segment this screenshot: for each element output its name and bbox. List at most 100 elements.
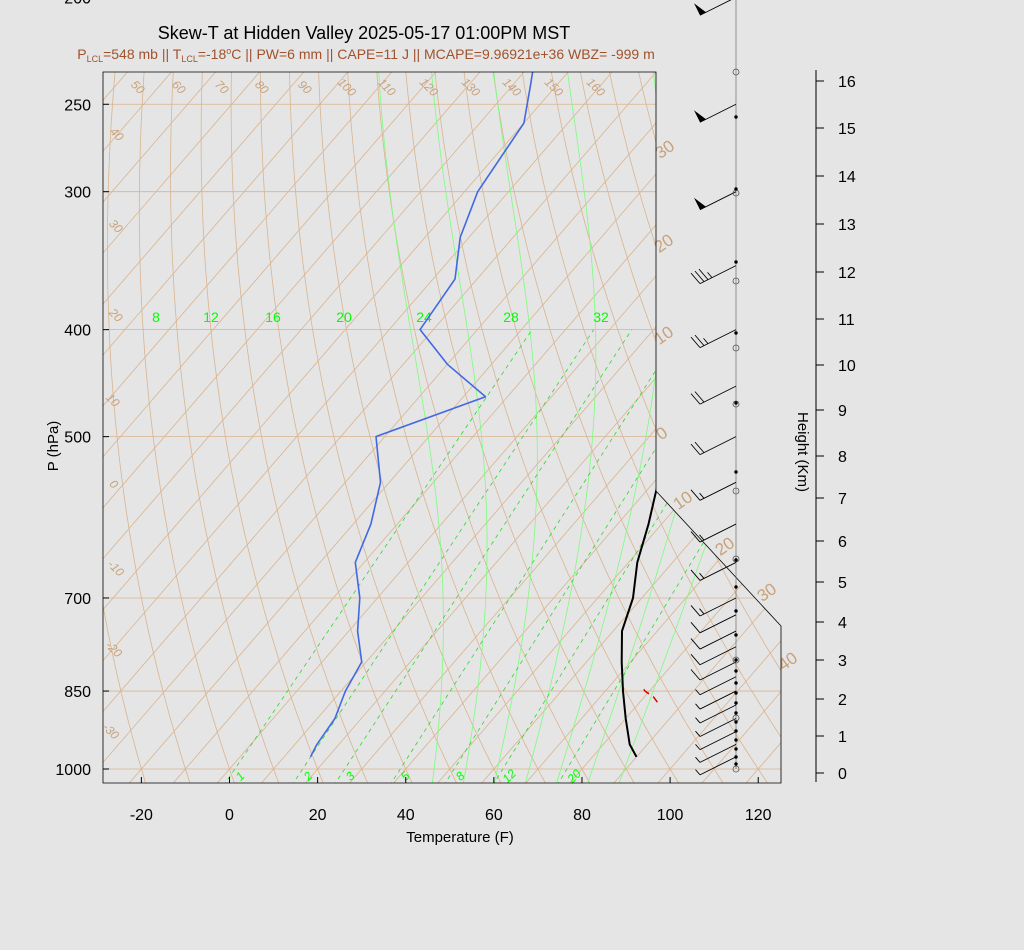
wind-level-dot: [734, 331, 738, 335]
wind-level-dot: [734, 729, 738, 733]
mixing-ratio-line: [439, 329, 731, 783]
wind-barb-staff: [699, 329, 737, 349]
wind-level-dot: [734, 681, 738, 685]
height-tick-label: 16: [838, 74, 856, 91]
height-tick-label: 9: [838, 403, 847, 420]
dewpoint-line: [309, 72, 701, 758]
wind-barb: [690, 646, 737, 666]
wind-level-dot: [734, 691, 738, 695]
wind-barb: [695, 744, 737, 763]
moist-adiabat-label: 20: [336, 309, 352, 325]
moist-adiabat-label: 24: [416, 309, 432, 325]
wind-barb-feather: [690, 622, 701, 634]
isotherm-line: [103, 72, 745, 783]
wind-calm-circle: [732, 400, 740, 408]
dry-adiabat-line: [170, 72, 283, 783]
moist-adiabat-label: 28: [503, 309, 519, 325]
dry-adiabat-line: [230, 72, 373, 783]
isotherm-line: [958, 0, 1024, 792]
height-tick-label: 14: [838, 169, 856, 186]
wind-barb-feather: [690, 531, 701, 543]
wind-calm-circle: [732, 68, 740, 76]
y-axis-label: P (hPa): [45, 421, 62, 472]
wind-barb-staff: [699, 704, 737, 724]
wind-barb-staff: [699, 756, 737, 776]
wind-barb-staff: [699, 630, 737, 650]
height-tick-label: 8: [838, 449, 847, 466]
wind-barb-half-feather: [699, 534, 705, 541]
wind-barb: [695, 676, 737, 696]
mixing-ratio-line: [384, 329, 683, 783]
wind-barb-staff: [699, 481, 737, 501]
x-tick-label: 0: [225, 807, 234, 824]
isotherm-line: [826, 0, 1024, 792]
wind-barb-half-feather: [703, 338, 709, 344]
wind-barb-staff: [699, 0, 732, 16]
wind-barbs: [690, 0, 740, 776]
wind-calm-circle: [732, 656, 740, 664]
y-tick-label: 700: [64, 591, 91, 608]
wind-level-dot: [734, 711, 738, 715]
isotherm-line: [561, 72, 781, 783]
dry-adiabat-line: [802, 0, 1024, 792]
isotherm-line: [103, 72, 781, 783]
isotherm-line: [103, 72, 781, 783]
axes: -20 0 20 40 60 80 100 120 1000 850 700 500 400 300 250…: [55, 0, 782, 824]
wind-barb-staff: [699, 614, 737, 634]
dry-adiabat-line: [0, 0, 94, 792]
chart-title: Skew-T at Hidden Valley 2025-05-17 01:00…: [158, 23, 571, 43]
wind-level-dot: [734, 585, 738, 589]
x-tick-label: -20: [130, 807, 153, 824]
wind-barb-half-feather: [695, 703, 701, 710]
dry-adiabat-line: [371, 72, 596, 783]
height-tick-label: 1: [838, 729, 847, 746]
isotherm-line: [473, 72, 781, 783]
x-tick-label: 120: [745, 807, 772, 824]
chart-subtitle: PLCL=548 mb || TLCL=-18oC || PW=6 mm || …: [77, 46, 655, 64]
moist-adiabat-line: [522, 72, 597, 783]
isotherm-line: [103, 72, 781, 783]
height-tick-label: 15: [838, 121, 856, 138]
isotherm-line: [120, 72, 781, 783]
height-tick-label: 6: [838, 534, 847, 551]
height-tick-label: 4: [838, 615, 847, 632]
isotherm-line: [103, 72, 781, 783]
dry-adiabat-line: [0, 0, 71, 792]
wind-barb-feather: [690, 336, 701, 348]
wind-barb: [690, 661, 737, 681]
dry-adiabat-line: [0, 0, 3, 792]
dry-adiabat-line: [755, 72, 781, 783]
dry-adiabat-line: [200, 72, 328, 783]
dry-adiabat-line: [103, 72, 118, 783]
height-tick-label: 5: [838, 575, 847, 592]
wind-barb: [690, 614, 737, 634]
moist-adiabat-label: 32: [593, 309, 609, 325]
wind-barb-feather: [694, 334, 705, 346]
plot-frame: [102, 71, 782, 784]
isotherm-line: [103, 72, 781, 783]
wind-barb-half-feather: [695, 744, 701, 750]
x-tick-label: 20: [309, 807, 327, 824]
wind-barb: [690, 523, 737, 543]
isotherm-line: [341, 72, 781, 783]
y-tick-label: 850: [64, 684, 91, 701]
wind-barb-staff: [699, 436, 737, 456]
height-tick-label: 3: [838, 653, 847, 670]
wind-calm-circle: [732, 277, 740, 285]
wind-barb-staff: [699, 690, 737, 710]
height-tick-label: 0: [838, 766, 847, 783]
wind-level-dot: [734, 609, 738, 613]
moist-adiabat-label: 12: [203, 309, 219, 325]
wind-level-dot: [734, 755, 738, 759]
wind-barb-staff: [699, 191, 737, 211]
wind-calm-circle: [732, 487, 740, 495]
x-tick-label: 40: [397, 807, 415, 824]
wind-barb-feather: [690, 605, 701, 617]
wind-barb-feather: [690, 272, 701, 284]
dry-adiabat-line: [595, 72, 781, 783]
dry-adiabat-line: [0, 0, 49, 792]
wind-calm-circle: [732, 555, 740, 563]
isotherm-line: [914, 0, 1024, 792]
isotherm-line: [103, 72, 657, 783]
